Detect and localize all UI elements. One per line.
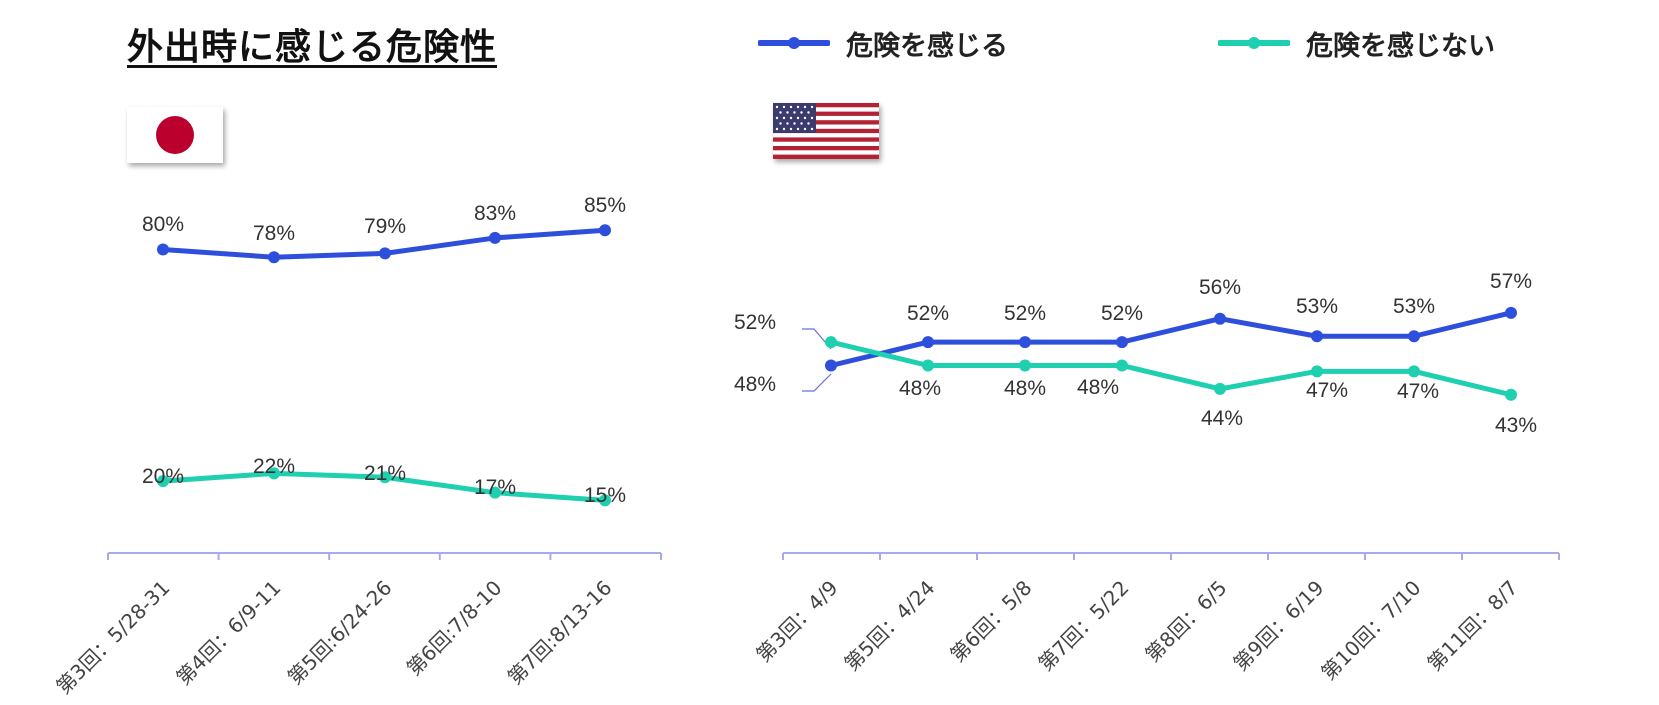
data-point-usa-1 <box>1505 388 1517 401</box>
data-point-japan-1 <box>268 467 280 480</box>
legend-item-no-danger: 危険を感じない <box>1218 24 1495 62</box>
legend-label-no-danger: 危険を感じない <box>1306 30 1495 62</box>
data-point-japan-1 <box>379 471 391 484</box>
data-point-japan-0 <box>157 243 169 256</box>
data-label-japan-0: 78% <box>253 222 295 245</box>
data-label-usa-0: 52% <box>1101 302 1143 325</box>
data-label-japan-0: 79% <box>364 215 406 238</box>
data-point-usa-1 <box>825 336 837 349</box>
data-point-usa-0 <box>922 336 934 349</box>
tick-label-usa: 第8回：6/5 <box>1140 576 1231 667</box>
data-point-usa-0 <box>1311 330 1323 343</box>
data-label-usa-1: 43% <box>1495 414 1537 437</box>
data-point-japan-0 <box>379 247 391 260</box>
data-point-japan-1 <box>599 494 611 507</box>
data-label-usa-1: 48% <box>899 377 941 400</box>
data-point-japan-1 <box>157 475 169 488</box>
tick-label-japan: 第7回:8/13-16 <box>503 576 617 690</box>
data-point-usa-0 <box>1019 336 1031 349</box>
usa-flag-icon <box>773 103 879 159</box>
data-label-japan-1: 20% <box>142 465 184 488</box>
data-point-usa-1 <box>1214 382 1226 395</box>
legend-item-danger: 危険を感じる <box>758 24 1008 62</box>
data-point-usa-1 <box>1408 365 1420 378</box>
data-label-japan-0: 85% <box>584 194 626 217</box>
data-label-usa-0: 53% <box>1393 295 1435 318</box>
tick-label-usa: 第10回：7/10 <box>1316 576 1425 685</box>
data-point-usa-0 <box>1214 312 1226 325</box>
data-label-japan-1: 22% <box>253 455 295 478</box>
data-point-usa-0 <box>825 359 837 372</box>
data-point-usa-1 <box>1311 365 1323 378</box>
leader-line <box>802 373 832 392</box>
data-label-usa-0: 53% <box>1296 295 1338 318</box>
legend-line-danger-icon <box>758 37 830 49</box>
data-label-japan-1: 21% <box>364 462 406 485</box>
data-label-usa-0: 52% <box>907 302 949 325</box>
legend-line-no-danger-icon <box>1218 37 1290 49</box>
tick-label-usa: 第3回：4/9 <box>751 576 842 667</box>
data-point-usa-1 <box>1116 359 1128 372</box>
tick-label-usa: 第6回：5/8 <box>945 576 1036 667</box>
legend-label-danger: 危険を感じる <box>846 30 1008 62</box>
tick-label-japan: 第5回:6/24-26 <box>283 576 397 690</box>
data-label-japan-0: 80% <box>142 213 184 236</box>
data-label-usa-1: 44% <box>1201 407 1243 430</box>
data-label-usa-1: 52% <box>734 311 776 334</box>
tick-label-usa: 第7回：5/22 <box>1033 576 1133 676</box>
tick-label-usa: 第5回：4/24 <box>839 576 939 676</box>
data-point-usa-0 <box>1116 336 1128 349</box>
data-point-usa-0 <box>1408 330 1420 343</box>
page-title: 外出時に感じる危険性 <box>127 27 498 68</box>
data-point-usa-1 <box>1019 359 1031 372</box>
tick-label-japan: 第6回:7/8-10 <box>402 576 507 681</box>
tick-label-japan: 第3回：5/28-31 <box>51 576 174 699</box>
data-label-usa-0: 52% <box>1004 302 1046 325</box>
japan-flag-icon <box>127 107 223 163</box>
data-label-usa-1: 47% <box>1397 380 1439 403</box>
tick-label-usa: 第9回：6/19 <box>1228 576 1328 676</box>
data-label-usa-1: 48% <box>1004 377 1046 400</box>
data-point-usa-0 <box>1505 306 1517 319</box>
series-line-usa-1 <box>830 339 1512 398</box>
data-point-japan-0 <box>489 231 501 244</box>
data-label-usa-0: 48% <box>734 373 776 396</box>
tick-label-japan: 第4回：6/9-11 <box>171 576 285 690</box>
data-point-japan-0 <box>268 251 280 264</box>
data-label-usa-1: 47% <box>1306 379 1348 402</box>
data-point-japan-1 <box>489 486 501 499</box>
data-point-japan-0 <box>599 224 611 237</box>
tick-label-usa: 第11回：8/7 <box>1422 576 1522 676</box>
data-label-japan-1: 15% <box>584 484 626 507</box>
data-label-japan-0: 83% <box>474 202 516 225</box>
data-point-usa-1 <box>922 359 934 372</box>
data-label-japan-1: 17% <box>474 476 516 499</box>
series-line-usa-0 <box>830 310 1512 368</box>
data-label-usa-0: 57% <box>1490 270 1532 293</box>
data-label-usa-1: 48% <box>1077 376 1119 399</box>
data-label-usa-0: 56% <box>1199 276 1241 299</box>
